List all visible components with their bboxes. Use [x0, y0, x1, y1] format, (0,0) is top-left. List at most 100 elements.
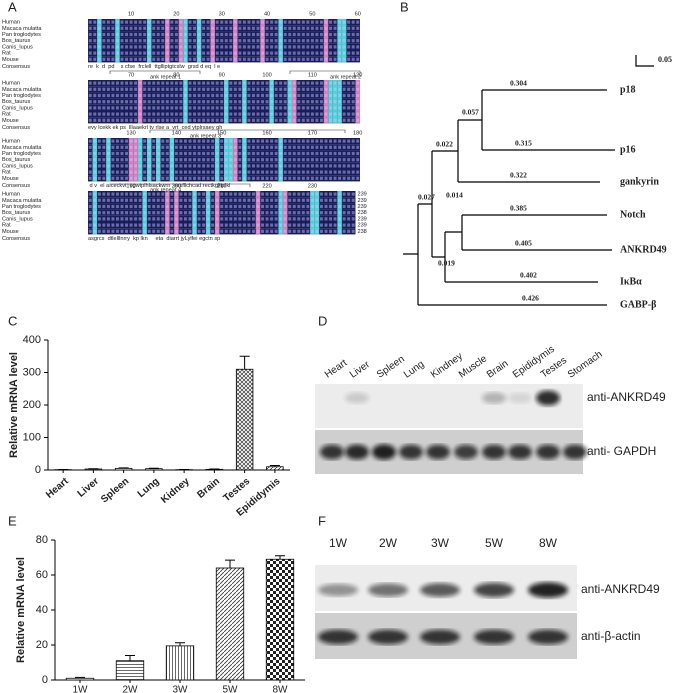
conserved-column: [233, 138, 238, 182]
residue: [320, 118, 323, 122]
residue: [279, 87, 283, 91]
residue: [134, 112, 138, 116]
residue: [116, 87, 119, 91]
residue: [256, 217, 260, 221]
residue: [320, 139, 323, 143]
residue: [129, 223, 133, 227]
residue: [270, 81, 274, 85]
species-name: Pan troglodytes: [2, 204, 41, 210]
residue: [351, 57, 355, 61]
residue: [161, 151, 165, 156]
repeat-label: ank repeat 3: [190, 133, 221, 139]
residue: [256, 151, 260, 156]
residue: [261, 118, 264, 122]
residue: [252, 145, 255, 149]
residue: [193, 164, 196, 168]
residue: [125, 158, 128, 162]
residue: [165, 87, 169, 91]
residue: [333, 39, 337, 43]
residue: [147, 170, 151, 174]
residue: [297, 26, 301, 30]
antibody-label: anti-ANKRD49: [581, 582, 660, 596]
residue: [170, 223, 174, 227]
residue: [279, 204, 283, 209]
residue: [283, 211, 287, 215]
residue: [333, 198, 337, 202]
residue: [252, 81, 255, 85]
residue: [292, 45, 296, 49]
conserved-column: [323, 19, 329, 63]
branch-length: 0.019: [438, 259, 455, 268]
residue: [120, 118, 124, 122]
error-bar: [125, 655, 135, 661]
species-name: Mouse: [2, 118, 19, 124]
conserved-column: [169, 138, 175, 182]
residue: [220, 145, 224, 149]
residue: [229, 39, 233, 43]
residue: [292, 87, 296, 91]
residue: [329, 151, 332, 156]
end-number: 239: [357, 192, 366, 198]
residue: [283, 158, 287, 162]
residue: [342, 139, 346, 143]
residue: [174, 204, 178, 209]
residue: [197, 145, 201, 149]
residue: [170, 20, 174, 24]
residue: [333, 158, 337, 162]
residue: [147, 145, 151, 149]
residue: [111, 39, 115, 43]
residue: [134, 87, 138, 91]
residue: [301, 139, 305, 143]
residue: [170, 87, 174, 91]
residue: [143, 151, 147, 156]
residue: [93, 176, 97, 180]
residue: [252, 139, 255, 143]
residue: [202, 51, 206, 55]
residue: [206, 139, 210, 143]
residue: [256, 39, 260, 43]
residue: [279, 145, 283, 149]
residue: [283, 87, 287, 91]
residue: [143, 211, 147, 215]
residue: [283, 118, 287, 122]
residue: [329, 229, 332, 233]
error-bar: [275, 555, 285, 560]
residue: [134, 198, 138, 202]
residue: [220, 204, 224, 209]
residue: [116, 217, 119, 221]
residue: [288, 192, 292, 196]
species-name: Pan troglodytes: [2, 32, 41, 38]
residue: [324, 51, 328, 55]
conserved-column: [92, 191, 98, 235]
residue: [306, 229, 310, 233]
residue: [256, 32, 260, 37]
residue: [125, 151, 128, 156]
conserved-column: [210, 19, 215, 63]
residue: [347, 158, 351, 162]
residue: [347, 229, 351, 233]
residue: [116, 176, 119, 180]
residue: [306, 151, 310, 156]
branch-length: 0.014: [446, 191, 463, 200]
residue: [102, 32, 106, 37]
conserved-column: [310, 191, 315, 235]
residue: [306, 223, 310, 227]
bar: [265, 558, 295, 681]
residue: [333, 229, 337, 233]
residue: [134, 145, 138, 149]
residue: [129, 204, 133, 209]
residue: [152, 164, 156, 168]
residue: [93, 118, 97, 122]
residue: [97, 223, 101, 227]
residue: [106, 211, 110, 215]
residue: [97, 100, 101, 104]
residue: [220, 211, 224, 215]
residue: [143, 20, 147, 24]
residue: [152, 176, 156, 180]
residue: [125, 164, 128, 168]
residue: [224, 112, 228, 116]
residue: [356, 26, 360, 30]
residue: [211, 145, 215, 149]
residue: [270, 164, 274, 168]
residue: [270, 51, 274, 55]
